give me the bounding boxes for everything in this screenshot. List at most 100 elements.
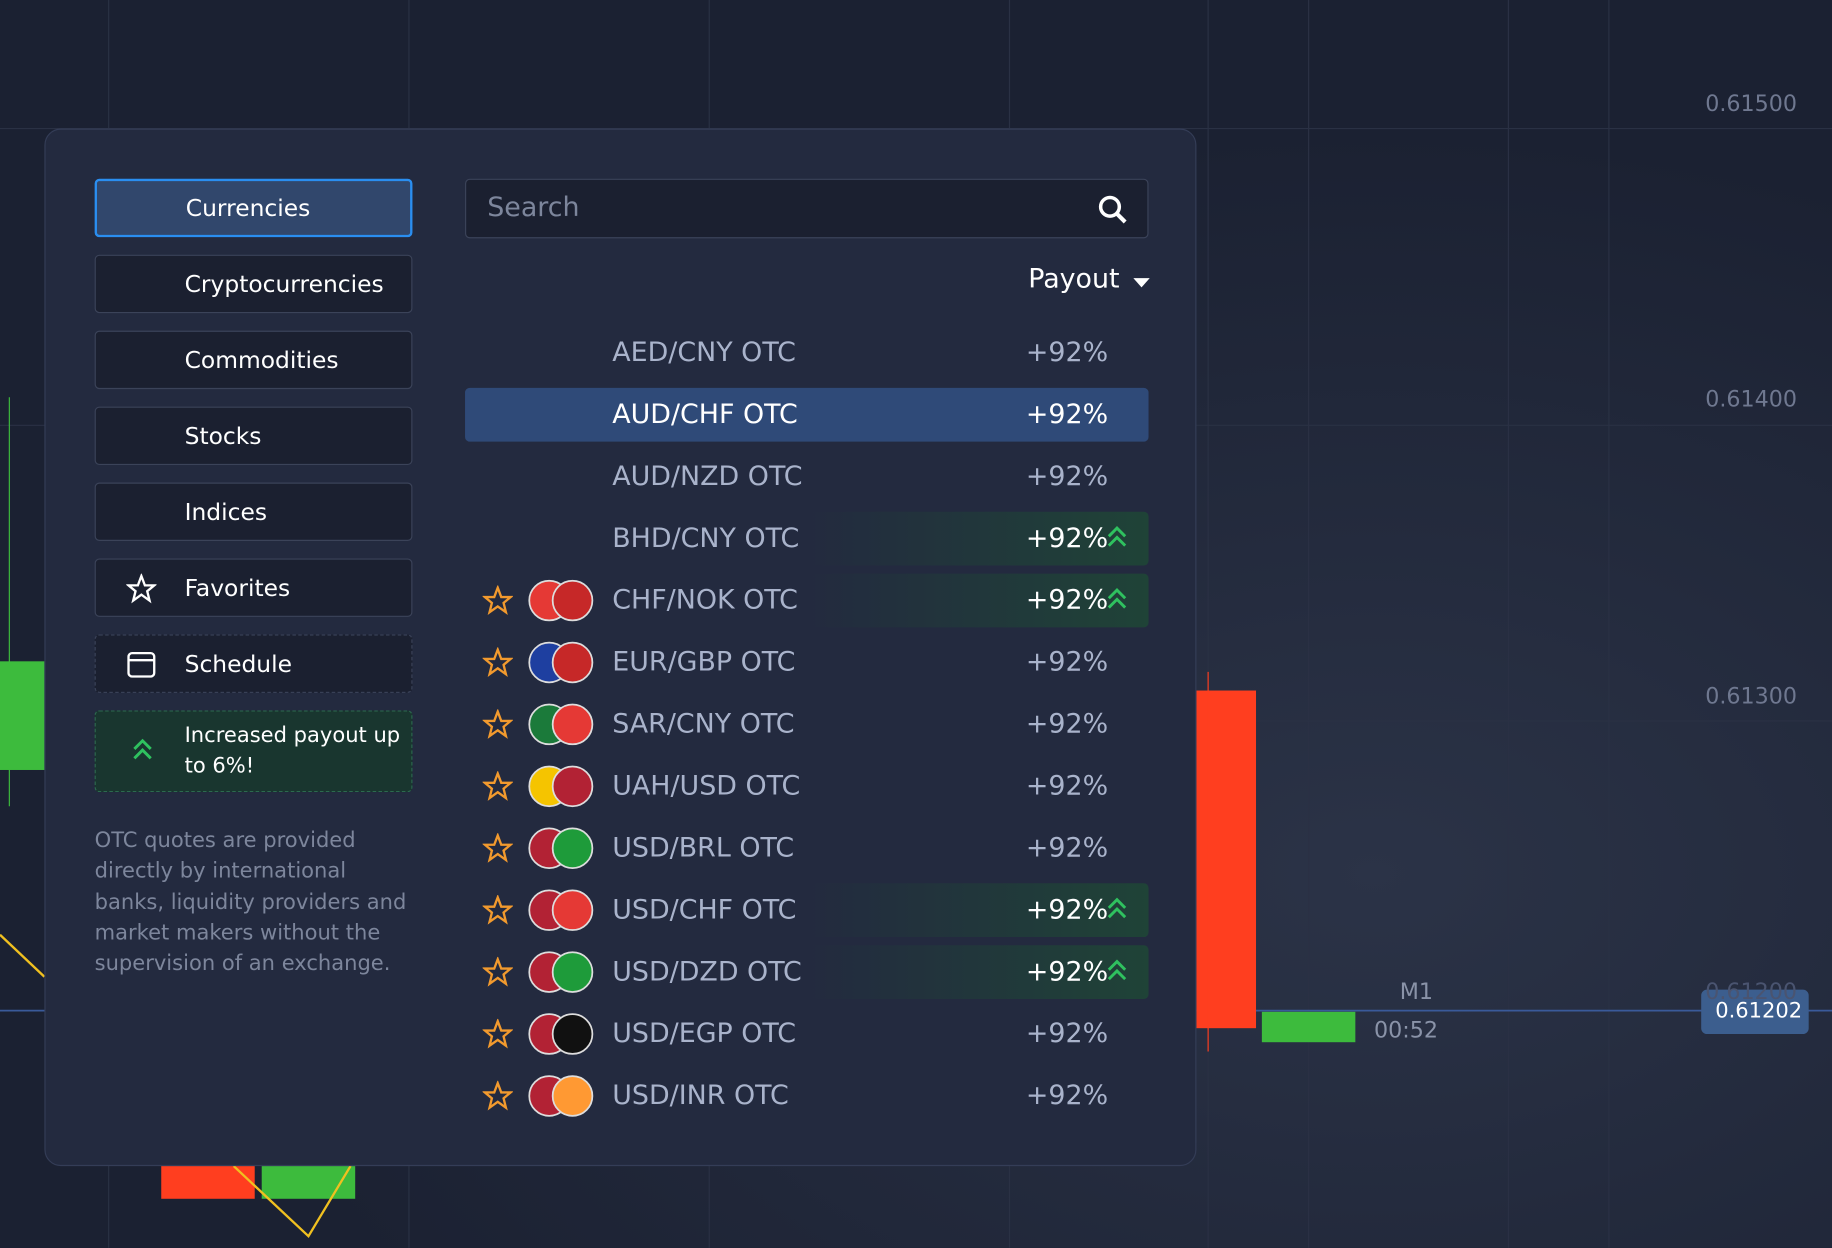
category-button[interactable]: Cryptocurrencies [94,254,413,314]
star-icon [126,573,157,604]
price-label: 0.61300 [1705,683,1797,710]
category-button[interactable]: Currencies [94,178,413,238]
asset-name[interactable]: USD/CHF OTC [612,894,797,926]
boost-icon [1107,526,1127,547]
boost-icon [133,738,152,760]
asset-payout: +92% [1025,833,1109,864]
pair-flags [528,765,594,808]
favorite-star[interactable] [482,1018,513,1049]
pair-flags [528,641,594,684]
asset-name[interactable]: USD/EGP OTC [612,1018,797,1050]
asset-name[interactable]: SAR/CNY OTC [612,709,795,740]
pair-flags [528,703,594,746]
chevron [1107,959,1127,971]
favorite-star[interactable] [482,709,513,739]
flag-quote [551,951,594,993]
asset-name[interactable]: UAH/USD OTC [612,771,801,802]
asset-payout: +92% [1025,585,1109,616]
timeframe: M1 [1399,979,1434,1005]
asset-row[interactable]: USD/BRL OTC +92% [465,821,1149,875]
asset-name[interactable]: BHD/CNY OTC [612,523,800,554]
search-placeholder: Search [487,192,580,224]
sort-payout[interactable]: Payout [1028,264,1120,295]
favorite-star[interactable] [482,833,513,863]
chevron [1107,968,1127,981]
price-label: 0.61500 [1705,91,1797,117]
asset-row[interactable]: USD/DZD OTC +92% [465,945,1149,999]
flag-quote [551,1075,594,1117]
flag-quote [551,889,594,931]
boost-icon [1107,959,1127,981]
chevron [1107,897,1127,909]
asset-payout: +92% [1025,771,1109,802]
asset-row[interactable]: UAH/USD OTC +92% [465,759,1149,813]
favorite-star[interactable] [482,1080,513,1111]
asset-row[interactable]: AUD/CHF OTC +92% [465,387,1149,442]
pair-flags [528,827,594,869]
asset-payout: +92% [1025,1018,1109,1050]
category-button[interactable]: Commodities [94,330,413,390]
flag-quote [551,579,594,622]
asset-row[interactable]: CHF/NOK OTC +92% [465,573,1149,628]
current-price: 0.61202 [1715,998,1803,1024]
chevron [1107,906,1127,919]
boost-icon [1107,587,1127,609]
boost-icon [1107,897,1127,919]
calendar-icon [127,651,156,678]
asset-panel: Currencies Cryptocurrencies Commodities Sto… [44,128,1197,1167]
star-shape [482,709,513,739]
star-shape [482,771,513,801]
category-button[interactable]: Favorites [94,558,413,617]
asset-row[interactable]: EUR/GBP OTC +92% [465,636,1149,690]
pair-flags [528,1013,594,1055]
flag-quote [551,1013,594,1055]
asset-row[interactable]: BHD/CNY OTC +92% [465,511,1149,566]
asset-name[interactable]: USD/DZD OTC [612,956,802,988]
timer: 00:52 [1374,1017,1439,1044]
pair-flags [528,951,594,993]
asset-name[interactable]: AUD/NZD OTC [612,461,803,492]
favorite-star[interactable] [482,647,513,677]
sort-arrow [1133,278,1150,288]
asset-payout: +92% [1025,709,1109,740]
asset-payout: +92% [1025,1080,1109,1112]
search-box[interactable]: Search [465,178,1149,239]
flag-quote [551,765,594,808]
calendar-shape [127,651,156,678]
promo-text: Increased payout up to 6%! [184,723,401,779]
asset-row[interactable]: USD/CHF OTC +92% [465,883,1149,938]
asset-payout: +92% [1025,461,1109,492]
favorite-star[interactable] [482,894,513,925]
asset-name[interactable]: USD/INR OTC [612,1080,789,1112]
asset-row[interactable]: USD/INR OTC +92% [465,1069,1149,1123]
category-button[interactable]: Schedule [94,634,413,693]
asset-name[interactable]: CHF/NOK OTC [612,585,798,616]
pair-flags [528,1075,594,1117]
asset-row[interactable]: SAR/CNY OTC +92% [465,698,1149,752]
promo-box[interactable]: Increased payout up to 6%! [94,710,413,793]
category-button[interactable]: Indices [94,482,413,541]
asset-name[interactable]: EUR/GBP OTC [612,647,796,678]
flag-quote [551,827,594,869]
category-button[interactable]: Stocks [94,406,413,466]
favorite-star[interactable] [482,956,513,987]
asset-row[interactable]: AED/CNY OTC +92% [465,326,1149,380]
favorite-star[interactable] [482,585,513,616]
star-shape [482,833,513,863]
chevron [1107,526,1127,538]
asset-row[interactable]: AUD/NZD OTC +92% [465,450,1149,504]
asset-name[interactable]: AED/CNY OTC [612,337,796,369]
star-shape [482,647,513,677]
search-icon [1098,195,1127,224]
asset-payout: +92% [1025,647,1109,678]
asset-row[interactable]: USD/EGP OTC +92% [465,1007,1149,1061]
asset-name[interactable]: AUD/CHF OTC [612,399,798,430]
asset-name[interactable]: USD/BRL OTC [612,833,795,864]
star-shape [482,1018,513,1049]
favorite-star[interactable] [482,771,513,801]
price-label: 0.61400 [1705,386,1797,413]
chevron [1107,535,1127,547]
asset-payout: +92% [1025,956,1109,988]
